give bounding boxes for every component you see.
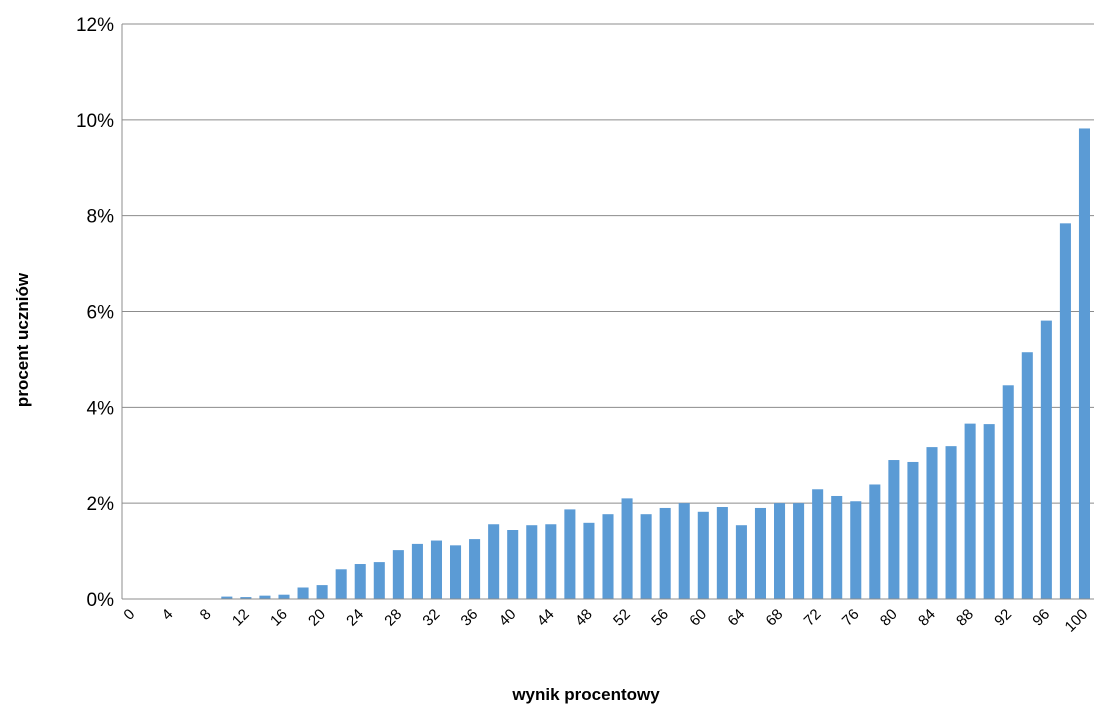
bar — [583, 522, 595, 599]
x-tick-label: 48 — [572, 606, 596, 630]
x-tick-label: 100 — [1062, 606, 1092, 636]
bar — [469, 539, 481, 599]
bar — [1002, 385, 1014, 599]
bar — [945, 446, 957, 599]
bar — [697, 511, 709, 599]
bar — [392, 550, 404, 599]
x-tick-label: 4 — [159, 606, 177, 624]
bar — [1040, 320, 1052, 599]
x-tick-label: 20 — [305, 606, 329, 630]
bar — [335, 569, 347, 599]
bar — [621, 498, 633, 599]
bar — [564, 509, 576, 599]
bar — [640, 514, 652, 599]
y-tick-label: 10% — [76, 111, 114, 132]
bar — [659, 507, 671, 599]
x-tick-label: 12 — [229, 606, 253, 630]
bar — [602, 514, 614, 599]
bar — [1021, 352, 1033, 599]
x-tick-label: 96 — [1029, 606, 1053, 630]
bar — [297, 587, 309, 599]
y-axis-title: procent uczniów — [13, 272, 32, 407]
x-tick-label: 0 — [120, 606, 138, 624]
x-tick-label: 8 — [197, 606, 215, 624]
x-tick-label: 36 — [458, 606, 482, 630]
x-tick-label: 80 — [877, 606, 901, 630]
bar — [964, 423, 976, 599]
bar — [240, 597, 252, 599]
bar — [259, 595, 271, 599]
y-tick-label: 6% — [87, 303, 115, 324]
bar — [488, 524, 500, 599]
x-tick-label: 24 — [343, 606, 367, 630]
bar — [545, 524, 557, 599]
x-tick-label: 40 — [496, 606, 520, 630]
bar — [411, 543, 423, 599]
bar — [1059, 223, 1071, 600]
bar — [354, 564, 366, 599]
bar — [907, 461, 919, 599]
x-tick-label: 68 — [763, 606, 787, 630]
bar — [812, 489, 824, 599]
y-axis-tick-labels: 0% 2% 4% 6% 8% 10% 12% — [76, 15, 114, 611]
bar — [793, 503, 805, 599]
bar — [526, 525, 538, 599]
bar — [888, 460, 900, 599]
bar — [926, 447, 938, 599]
bar — [678, 503, 690, 599]
bar — [869, 484, 881, 599]
y-tick-label: 2% — [87, 494, 115, 515]
x-tick-label: 52 — [610, 606, 634, 630]
bar — [373, 562, 385, 599]
bar — [850, 501, 862, 599]
bar — [774, 503, 786, 599]
x-tick-label: 16 — [267, 606, 291, 630]
bar — [754, 507, 766, 599]
bars — [126, 128, 1090, 600]
y-tick-label: 12% — [76, 15, 114, 36]
bar — [316, 585, 328, 599]
bar — [716, 507, 728, 599]
bar — [735, 525, 747, 599]
bar — [278, 594, 290, 599]
x-tick-label: 72 — [801, 606, 825, 630]
x-tick-label: 84 — [915, 606, 939, 630]
x-tick-label: 76 — [839, 606, 863, 630]
x-tick-label: 56 — [648, 606, 672, 630]
x-tick-label: 28 — [381, 606, 405, 630]
bar — [221, 596, 233, 599]
y-tick-label: 0% — [87, 590, 115, 611]
x-axis-title: wynik procentowy — [511, 685, 660, 704]
y-tick-label: 8% — [87, 207, 115, 228]
x-tick-label: 92 — [991, 606, 1015, 630]
x-axis-tick-labels: 0 4 8 12 16 20 24 28 32 36 40 44 48 52 56 60 64 68 72 76 80 8… — [120, 606, 1091, 636]
bar — [831, 495, 843, 599]
bar — [1078, 128, 1090, 600]
gridlines — [122, 23, 1094, 504]
x-tick-label: 44 — [534, 606, 558, 630]
y-tick-label: 4% — [87, 398, 115, 419]
bar — [507, 530, 519, 599]
bar — [983, 424, 995, 599]
bar — [430, 540, 442, 599]
x-tick-label: 64 — [724, 606, 748, 630]
bar — [450, 545, 462, 599]
x-tick-label: 32 — [419, 606, 443, 630]
x-tick-label: 60 — [686, 606, 710, 630]
x-tick-label: 88 — [953, 606, 977, 630]
